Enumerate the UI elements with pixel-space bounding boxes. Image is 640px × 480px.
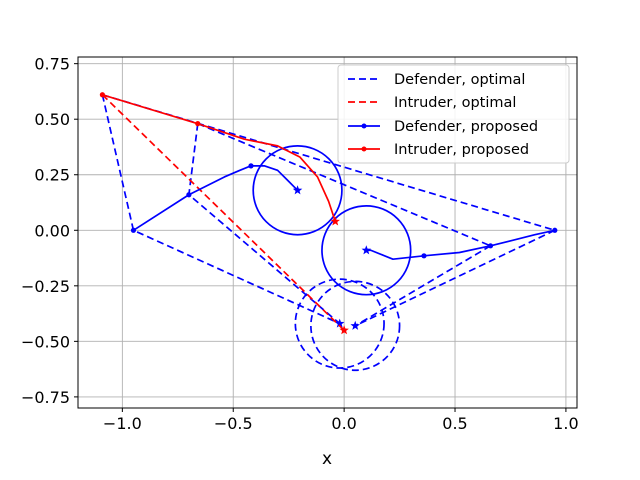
trajectory-line bbox=[101, 94, 345, 331]
x-tick-label: 0.0 bbox=[331, 414, 356, 433]
legend-box bbox=[337, 64, 570, 164]
point-marker bbox=[487, 243, 494, 249]
trajectory-line bbox=[354, 229, 556, 327]
x-tick-label: 1.0 bbox=[553, 414, 578, 433]
trajectory-line bbox=[197, 122, 491, 247]
point-marker bbox=[421, 253, 427, 259]
point-marker bbox=[248, 163, 254, 169]
star-marker bbox=[334, 318, 345, 328]
axes-frame bbox=[77, 56, 578, 409]
point-marker bbox=[552, 227, 558, 233]
trajectory-line bbox=[101, 94, 341, 325]
point-marker bbox=[99, 92, 105, 98]
legend-item-intruder-proposed: Intruder, proposed bbox=[348, 142, 529, 158]
legend-label-defender-proposed: Defender, proposed bbox=[394, 119, 538, 135]
y-tick-label: 0.50 bbox=[34, 110, 70, 129]
trajectory-line bbox=[366, 229, 556, 261]
legend: Defender, optimal Intruder, optimal Defe… bbox=[337, 64, 570, 164]
y-tick-label: 0.00 bbox=[34, 221, 70, 240]
legend-item-intruder-optimal: Intruder, optimal bbox=[348, 95, 516, 111]
star-marker bbox=[350, 320, 360, 330]
plot-area bbox=[99, 92, 558, 372]
point-marker bbox=[195, 121, 201, 127]
capture-circle bbox=[310, 280, 401, 372]
y-tick-label: 0.75 bbox=[34, 55, 70, 74]
series-intruder-optimal bbox=[101, 94, 349, 335]
trajectory-line bbox=[132, 165, 299, 231]
series-defender-proposed bbox=[130, 145, 558, 296]
y-tick-label: −0.75 bbox=[21, 388, 70, 407]
legend-label-defender-optimal: Defender, optimal bbox=[394, 72, 525, 88]
star-marker bbox=[361, 245, 372, 255]
trajectory-line bbox=[354, 245, 491, 327]
legend-item-defender-proposed: Defender, proposed bbox=[348, 119, 538, 135]
point-marker bbox=[130, 227, 137, 233]
x-tick-label: 0.5 bbox=[442, 414, 467, 433]
series-intruder-proposed bbox=[99, 92, 341, 226]
trajectory-line bbox=[102, 93, 337, 222]
y-tick-label: −0.50 bbox=[21, 332, 70, 351]
x-axis-label: x bbox=[322, 449, 332, 469]
legend-item-defender-optimal: Defender, optimal bbox=[348, 72, 525, 88]
y-tick-label: 0.25 bbox=[34, 166, 70, 185]
legend-label-intruder-proposed: Intruder, proposed bbox=[394, 142, 529, 158]
y-tick-label: −0.25 bbox=[21, 277, 70, 296]
legend-label-intruder-optimal: Intruder, optimal bbox=[394, 95, 516, 111]
x-tick-label: −0.5 bbox=[214, 414, 253, 433]
star-marker bbox=[292, 185, 303, 195]
trajectory-line bbox=[188, 123, 341, 325]
capture-circle bbox=[294, 278, 385, 369]
capture-circle bbox=[321, 204, 412, 296]
capture-circle bbox=[252, 145, 343, 236]
star-marker bbox=[330, 216, 341, 226]
x-tick-label: −1.0 bbox=[103, 414, 142, 433]
point-marker bbox=[186, 192, 192, 198]
ticks: −1.0 −0.5 0.0 0.5 1.0 −0.75 −0.50 −0.25 0.00 0.25… bbox=[21, 55, 579, 433]
star-marker bbox=[339, 325, 349, 335]
